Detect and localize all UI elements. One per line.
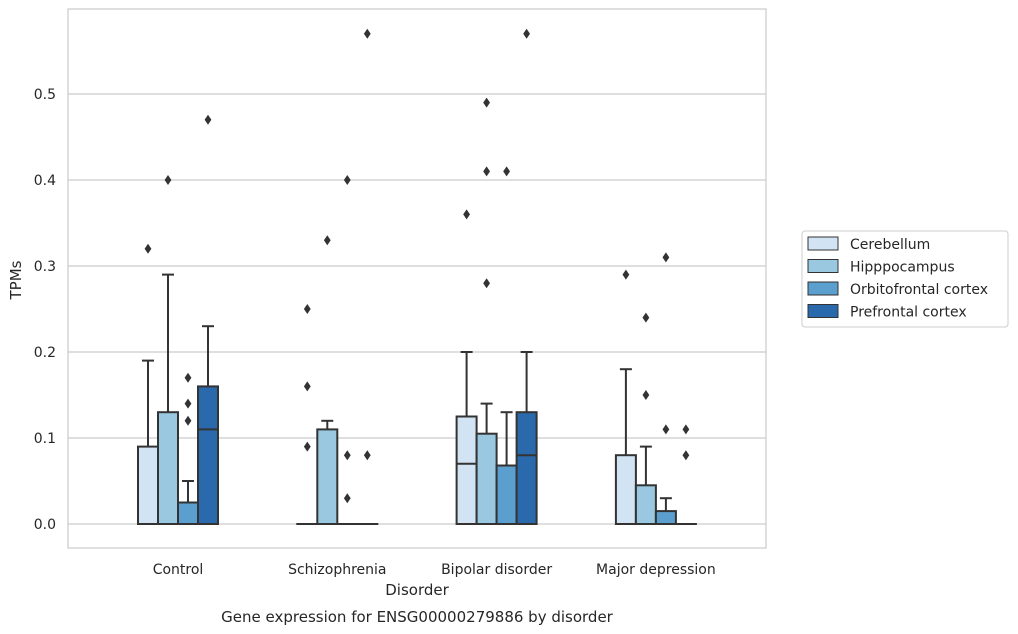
box-body: [177, 501, 199, 525]
outlier-point: [184, 398, 192, 409]
outlier-point: [642, 312, 650, 323]
x-tick-3: Major depression: [596, 562, 716, 578]
box-body: [634, 484, 657, 525]
outlier-point: [343, 450, 351, 461]
box-body: [495, 464, 518, 525]
outlier-point: [204, 114, 212, 125]
legend-label-3: Prefrontal cortex: [850, 305, 967, 321]
outlier-point: [682, 450, 690, 461]
outlier-point: [662, 424, 670, 435]
box-cerebellum-1: [296, 304, 319, 526]
legend-swatch-2: [807, 281, 839, 296]
box-body: [197, 385, 219, 525]
outlier-point: [363, 28, 371, 39]
outlier-point: [184, 372, 192, 383]
y-tick-3: 0.3: [34, 259, 56, 275]
outlier-point: [483, 166, 490, 177]
box-hipppocampus-2: [475, 97, 498, 526]
x-tick-1: Schizophrenia: [288, 562, 386, 578]
box-prefrontal-cortex-1: [356, 28, 379, 526]
y-axis-label: TPMs: [7, 260, 25, 300]
x-axis-label: Disorder: [385, 581, 449, 599]
legend-label-2: Orbitofrontal cortex: [850, 282, 988, 298]
box-cerebellum-2: [455, 209, 478, 525]
outlier-point: [323, 235, 331, 246]
box-body: [654, 510, 677, 526]
y-tick-labels: 0.0 0.1 0.2 0.3 0.4 0.5: [34, 87, 56, 533]
box-hipppocampus-1: [316, 235, 339, 525]
box-groups: [137, 28, 697, 526]
outlier-point: [343, 493, 351, 504]
legend-frame: [801, 230, 1009, 328]
outlier-point: [343, 175, 351, 185]
box-body: [157, 411, 179, 526]
box-orbitofrontal-cortex-0: [177, 372, 199, 525]
box-body: [137, 445, 159, 526]
box-orbitofrontal-cortex-3: [654, 252, 677, 526]
box-prefrontal-cortex-0: [197, 114, 219, 525]
outlier-point: [363, 450, 371, 461]
outlier-point: [303, 381, 311, 392]
box-cerebellum-3: [614, 269, 637, 526]
outlier-point: [503, 166, 510, 177]
y-tick-1: 0.1: [34, 431, 56, 447]
legend-swatch-0: [807, 236, 839, 251]
outlier-point: [144, 243, 152, 254]
outlier-point: [483, 278, 490, 289]
outlier-point: [622, 269, 630, 280]
x-tick-2: Bipolar disorder: [441, 562, 552, 578]
outlier-point: [483, 97, 490, 108]
box-prefrontal-cortex-3: [674, 424, 697, 526]
outlier-point: [662, 252, 670, 263]
box-hipppocampus-0: [157, 175, 179, 526]
legend-label-1: Hipppocampus: [850, 260, 955, 276]
y-tick-2: 0.2: [34, 345, 56, 361]
outlier-point: [164, 175, 172, 185]
plot-frame: [67, 8, 767, 549]
box-orbitofrontal-cortex-1: [336, 175, 359, 526]
outlier-point: [303, 441, 311, 452]
y-tick-4: 0.4: [34, 173, 56, 189]
x-tick-labels: Control Schizophrenia Bipolar disorder Majo…: [153, 562, 716, 578]
outlier-point: [642, 390, 650, 400]
box-prefrontal-cortex-2: [515, 28, 538, 526]
box-body: [475, 432, 498, 526]
box-body: [455, 415, 478, 525]
box-body: [515, 411, 538, 526]
box-hipppocampus-3: [634, 312, 657, 525]
y-tick-0: 0.0: [34, 517, 56, 533]
outlier-point: [303, 304, 311, 314]
figure-caption: Gene expression for ENSG00000279886 by d…: [221, 608, 614, 626]
outlier-point: [682, 424, 690, 435]
box-cerebellum-0: [137, 243, 159, 526]
box-body: [316, 428, 339, 525]
box-orbitofrontal-cortex-2: [495, 166, 518, 525]
legend-swatch-1: [807, 259, 839, 273]
outlier-point: [184, 415, 192, 426]
outlier-point: [523, 28, 530, 39]
y-tick-5: 0.5: [34, 87, 56, 103]
box-body: [614, 454, 637, 526]
legend-label-0: Cerebellum: [850, 237, 930, 253]
outlier-point: [463, 209, 470, 220]
x-tick-0: Control: [153, 562, 204, 578]
legend-swatch-3: [807, 304, 839, 318]
legend: Cerebellum Hipppocampus Orbitofrontal cort…: [801, 230, 1009, 328]
